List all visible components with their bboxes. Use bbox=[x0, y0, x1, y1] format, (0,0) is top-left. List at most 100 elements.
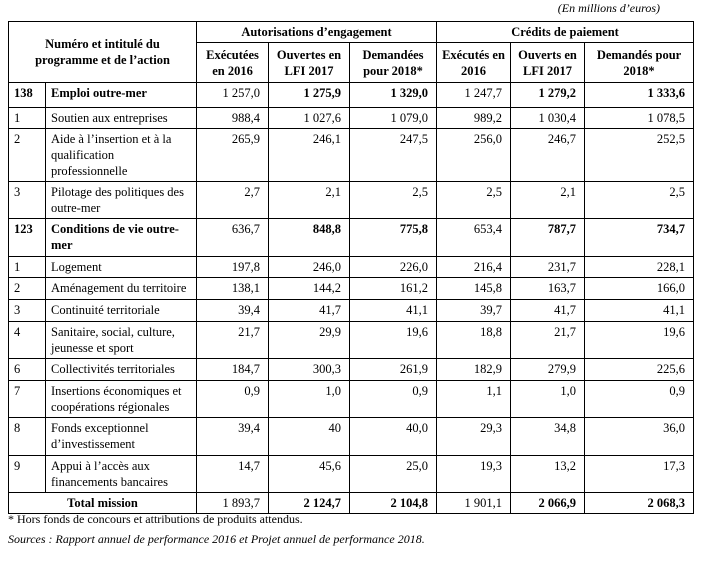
column-header: Ouverts en LFI 2017 bbox=[510, 42, 585, 83]
value-cell: 1 079,0 bbox=[349, 107, 437, 129]
row-number: 138 bbox=[8, 82, 46, 108]
row-number: 9 bbox=[8, 455, 46, 493]
value-cell: 2,1 bbox=[510, 181, 585, 219]
value-cell: 246,7 bbox=[510, 128, 585, 182]
row-number: 1 bbox=[8, 256, 46, 278]
value-cell: 0,9 bbox=[349, 380, 437, 418]
value-cell: 41,7 bbox=[268, 299, 350, 322]
row-label: Emploi outre-mer bbox=[45, 82, 197, 108]
row-label: Collectivités territoriales bbox=[45, 358, 197, 381]
value-cell: 246,0 bbox=[268, 256, 350, 278]
value-cell: 25,0 bbox=[349, 455, 437, 493]
value-cell: 989,2 bbox=[436, 107, 511, 129]
footnote: * Hors fonds de concours et attributions… bbox=[8, 512, 303, 526]
row-number: 3 bbox=[8, 299, 46, 322]
value-cell: 13,2 bbox=[510, 455, 585, 493]
value-cell: 197,8 bbox=[196, 256, 269, 278]
value-cell: 1,1 bbox=[436, 380, 511, 418]
value-cell: 161,2 bbox=[349, 277, 437, 300]
row-number: 123 bbox=[8, 218, 46, 257]
value-cell: 775,8 bbox=[349, 218, 437, 257]
action-row: 8 Fonds exceptionnel d’investissement 39,4… bbox=[8, 417, 695, 456]
value-cell: 300,3 bbox=[268, 358, 350, 381]
column-header: Exécutés en 2016 bbox=[436, 42, 511, 83]
column-header: Exécutées en 2016 bbox=[196, 42, 269, 83]
value-cell: 2,5 bbox=[583, 181, 695, 219]
value-cell: 39,7 bbox=[436, 299, 511, 322]
value-cell: 2,7 bbox=[196, 181, 269, 219]
value-cell: 1 030,4 bbox=[510, 107, 585, 129]
value-cell: 279,9 bbox=[510, 358, 585, 381]
value-cell: 653,4 bbox=[436, 218, 511, 257]
row-label: Fonds exceptionnel d’investissement bbox=[45, 417, 197, 456]
value-cell: 2,5 bbox=[436, 181, 511, 219]
row-number: 2 bbox=[8, 277, 46, 300]
row-label: Aide à l’insertion et à la qualification… bbox=[45, 128, 197, 182]
value-cell: 0,9 bbox=[196, 380, 269, 418]
value-cell: 29,3 bbox=[436, 417, 511, 456]
row-label: Insertions économiques et coopérations r… bbox=[45, 380, 197, 418]
value-cell: 1 333,6 bbox=[583, 82, 695, 108]
row-number: 3 bbox=[8, 181, 46, 219]
action-row: 9 Appui à l’accès aux financements bancai… bbox=[8, 455, 695, 493]
unit-note: (En millions d’euros) bbox=[557, 1, 660, 15]
row-label: Continuité territoriale bbox=[45, 299, 197, 322]
action-row: 2 Aide à l’insertion et à la qualificatio… bbox=[8, 128, 695, 182]
value-cell: 256,0 bbox=[436, 128, 511, 182]
action-row: 7 Insertions économiques et coopérations … bbox=[8, 380, 695, 418]
row-label: Conditions de vie outre-mer bbox=[45, 218, 197, 257]
value-cell: 144,2 bbox=[268, 277, 350, 300]
value-cell: 145,8 bbox=[436, 277, 511, 300]
value-cell: 184,7 bbox=[196, 358, 269, 381]
value-cell: 34,8 bbox=[510, 417, 585, 456]
total-value: 1 893,7 bbox=[196, 492, 269, 514]
value-cell: 45,6 bbox=[268, 455, 350, 493]
program-row: 123 Conditions de vie outre-mer 636,7 848,8… bbox=[8, 218, 695, 257]
value-cell: 225,6 bbox=[583, 358, 695, 381]
action-row: 1 Soutien aux entreprises 988,4 1 027,6 1 07… bbox=[8, 107, 695, 129]
value-cell: 1,0 bbox=[268, 380, 350, 418]
value-cell: 2,1 bbox=[268, 181, 350, 219]
row-number: 8 bbox=[8, 417, 46, 456]
value-cell: 1 247,7 bbox=[436, 82, 511, 108]
value-cell: 1 257,0 bbox=[196, 82, 269, 108]
value-cell: 231,7 bbox=[510, 256, 585, 278]
row-number: 7 bbox=[8, 380, 46, 418]
row-label: Soutien aux entreprises bbox=[45, 107, 197, 129]
row-number: 2 bbox=[8, 128, 46, 182]
value-cell: 246,1 bbox=[268, 128, 350, 182]
value-cell: 1 279,2 bbox=[510, 82, 585, 108]
value-cell: 40,0 bbox=[349, 417, 437, 456]
action-row: 4 Sanitaire, social, culture, jeunesse et… bbox=[8, 321, 695, 359]
value-cell: 17,3 bbox=[583, 455, 695, 493]
row-number: 1 bbox=[8, 107, 46, 129]
action-row: 3 Continuité territoriale 39,4 41,7 41,1 39,7… bbox=[8, 299, 695, 322]
value-cell: 19,6 bbox=[349, 321, 437, 359]
total-value: 2 124,7 bbox=[268, 492, 350, 514]
value-cell: 261,9 bbox=[349, 358, 437, 381]
total-value: 1 901,1 bbox=[436, 492, 511, 514]
column-header: Demandées pour 2018* bbox=[349, 42, 437, 83]
value-cell: 40 bbox=[268, 417, 350, 456]
value-cell: 1 275,9 bbox=[268, 82, 350, 108]
row-label: Logement bbox=[45, 256, 197, 278]
value-cell: 138,1 bbox=[196, 277, 269, 300]
group-header-ae: Autorisations d’engagement bbox=[196, 21, 437, 43]
total-value: 2 068,3 bbox=[583, 492, 695, 514]
value-cell: 636,7 bbox=[196, 218, 269, 257]
column-header: Demandés pour 2018* bbox=[583, 42, 695, 83]
sources: Sources : Rapport annuel de performance … bbox=[8, 532, 425, 546]
row-number: 6 bbox=[8, 358, 46, 381]
action-row: 3 Pilotage des politiques des outre-mer 2,… bbox=[8, 181, 695, 219]
value-cell: 787,7 bbox=[510, 218, 585, 257]
value-cell: 163,7 bbox=[510, 277, 585, 300]
value-cell: 41,1 bbox=[583, 299, 695, 322]
value-cell: 36,0 bbox=[583, 417, 695, 456]
value-cell: 1 078,5 bbox=[583, 107, 695, 129]
value-cell: 19,6 bbox=[583, 321, 695, 359]
value-cell: 18,8 bbox=[436, 321, 511, 359]
total-value: 2 066,9 bbox=[510, 492, 585, 514]
row-label: Sanitaire, social, culture, jeunesse et … bbox=[45, 321, 197, 359]
value-cell: 0,9 bbox=[583, 380, 695, 418]
value-cell: 21,7 bbox=[510, 321, 585, 359]
